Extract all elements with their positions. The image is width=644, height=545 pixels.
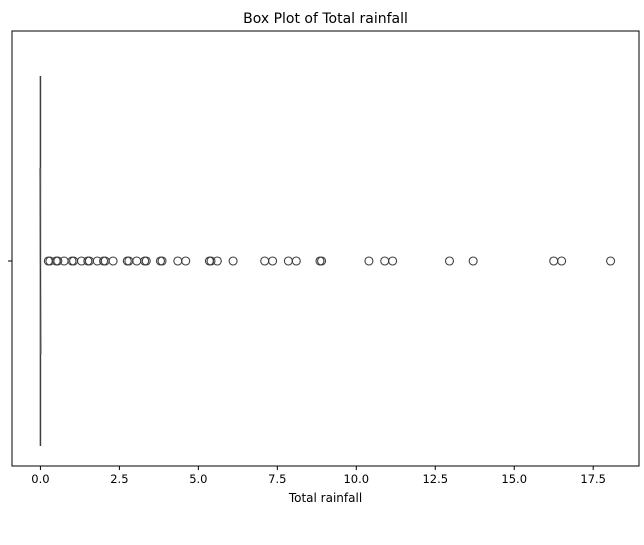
x-tick-label: 0.0 (31, 472, 49, 486)
x-tick-label: 17.5 (580, 472, 606, 486)
outlier-point (606, 256, 616, 266)
x-tick-label: 15.0 (501, 472, 527, 486)
outlier-point (388, 256, 398, 266)
outlier-point (283, 256, 293, 266)
axes-frame (11, 30, 640, 467)
chart-title: Box Plot of Total rainfall (243, 11, 408, 27)
outlier-point (380, 256, 390, 266)
outlier-point (53, 256, 63, 266)
median-line (39, 167, 42, 355)
outlier-point (268, 256, 278, 266)
outlier-point (260, 256, 270, 266)
outlier-point (181, 256, 191, 266)
x-tick-label: 10.0 (343, 472, 369, 486)
outlier-point (173, 256, 183, 266)
outlier-point (206, 256, 216, 266)
x-tick-label: 7.5 (268, 472, 286, 486)
x-axis-ticks: 0.0 2.5 5.0 7.5 10.0 12.5 15.0 17.5 (31, 466, 606, 486)
outlier-point (364, 256, 374, 266)
x-axis-label: Total rainfall (288, 491, 362, 505)
outlier-point (549, 256, 559, 266)
outlier-point (132, 256, 142, 266)
outlier-point (557, 256, 567, 266)
outlier-point (108, 256, 118, 266)
outlier-point (468, 256, 478, 266)
x-tick-label: 12.5 (422, 472, 448, 486)
x-tick-label: 5.0 (189, 472, 207, 486)
outlier-point (317, 256, 327, 266)
outlier-point (212, 256, 222, 266)
outlier-point (157, 256, 167, 266)
outlier-point (291, 256, 301, 266)
outlier-point (444, 256, 455, 266)
plot-area (39, 76, 616, 446)
outlier-point (228, 256, 238, 266)
x-tick-label: 2.5 (110, 472, 128, 486)
outlier-point (141, 256, 151, 266)
